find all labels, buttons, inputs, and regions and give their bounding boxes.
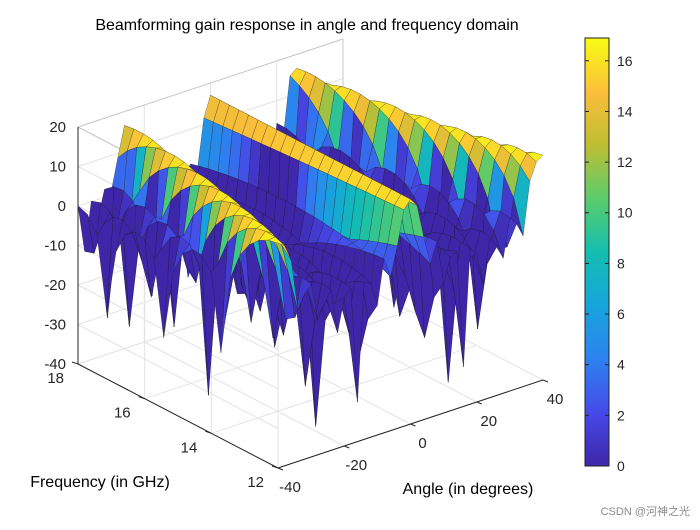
z-tick-label: -10 bbox=[44, 238, 66, 255]
chart-title: Beamforming gain response in angle and f… bbox=[95, 17, 518, 34]
z-tick-label: 20 bbox=[49, 119, 66, 136]
surface-face bbox=[268, 236, 285, 246]
surface-mesh bbox=[77, 68, 544, 427]
colorbar-tick-label: 14 bbox=[617, 103, 633, 119]
y-tick-mark bbox=[271, 465, 279, 469]
y-axis-label: Frequency (in GHz) bbox=[30, 474, 170, 491]
grid-line bbox=[77, 284, 279, 390]
y-tick-label: 12 bbox=[247, 474, 264, 491]
colorbar-tick-label: 8 bbox=[617, 255, 625, 271]
colorbar-ticks: 0 2 4 6 8 10 12 14 16 bbox=[585, 53, 633, 474]
y-tick-label: 18 bbox=[47, 370, 64, 387]
x-tick-mark bbox=[542, 379, 549, 383]
z-tick-label: -40 bbox=[44, 356, 66, 373]
y-axis-line bbox=[77, 363, 279, 469]
colorbar-tick-label: 4 bbox=[617, 357, 625, 373]
z-tick-label: 10 bbox=[49, 159, 66, 176]
x-tick-mark bbox=[410, 423, 416, 427]
x-tick-label: -40 bbox=[279, 479, 301, 496]
grid-line bbox=[144, 341, 345, 447]
colorbar-tick-label: 10 bbox=[617, 205, 633, 221]
colorbar-tick-label: 6 bbox=[617, 306, 625, 322]
y-tick-label: 14 bbox=[181, 439, 198, 456]
colorbar-tick-label: 12 bbox=[617, 154, 633, 170]
x-tick-label: 40 bbox=[547, 391, 564, 408]
x-tick-label: 20 bbox=[480, 413, 497, 430]
x-tick-label: -20 bbox=[345, 457, 367, 474]
watermark: CSDN @河神之光 bbox=[601, 504, 690, 518]
colorbar-tick-label: 0 bbox=[617, 458, 625, 474]
x-tick-mark bbox=[277, 467, 284, 471]
z-tick-label: 0 bbox=[58, 198, 66, 215]
x-tick-label: 0 bbox=[418, 435, 426, 452]
x-axis-label: Angle (in degrees) bbox=[403, 481, 534, 498]
x-tick-mark bbox=[476, 401, 482, 405]
z-tick-label: -20 bbox=[44, 277, 66, 294]
colorbar-tick-label: 2 bbox=[617, 407, 625, 423]
y-tick-label: 16 bbox=[114, 405, 131, 422]
colorbar-tick-label: 16 bbox=[617, 53, 633, 69]
colorbar: 0 2 4 6 8 10 12 14 16 bbox=[584, 37, 633, 474]
z-tick-label: -30 bbox=[44, 317, 66, 334]
x-tick-mark bbox=[344, 445, 350, 449]
y-tick-mark bbox=[138, 396, 145, 400]
axis-ticks: -40 -30 -20 -10 0 10 20 -40 -20 0 20 40 12 14 16 18 bbox=[44, 119, 563, 496]
y-tick-mark bbox=[205, 430, 212, 434]
grid-line bbox=[211, 344, 477, 434]
y-tick-mark bbox=[71, 361, 79, 365]
grid-line bbox=[77, 324, 279, 429]
colorbar-gradient bbox=[584, 37, 610, 467]
axis-edge bbox=[77, 38, 344, 128]
grid-line bbox=[210, 319, 411, 425]
